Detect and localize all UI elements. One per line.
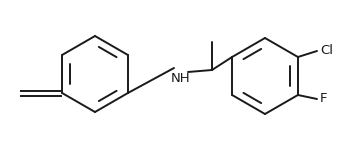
Text: Cl: Cl <box>320 45 333 57</box>
Text: NH: NH <box>171 72 191 85</box>
Text: F: F <box>320 93 328 105</box>
